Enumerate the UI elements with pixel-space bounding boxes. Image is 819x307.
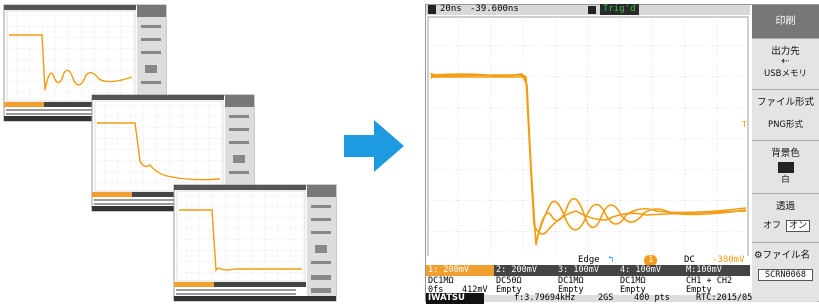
menu-label-text: ファイル名 xyxy=(763,250,811,261)
menu-value: SCRN0068 xyxy=(758,269,813,281)
timebase: 20ns xyxy=(440,4,462,15)
menu-value: USBメモリ xyxy=(752,67,819,79)
menu-item[interactable]: 背景色 白 xyxy=(752,140,819,193)
menu-label: ⚙ファイル名 xyxy=(752,247,819,261)
screenshot: 20ns -39.600ns Trig'd T T Edge ↰ 1 DC -3… xyxy=(0,0,819,307)
menu-label: 背景色 xyxy=(752,145,819,159)
run-icon xyxy=(588,6,596,14)
menu-label: 透過 xyxy=(752,198,819,212)
channel-scale[interactable]: 2: 200mV xyxy=(494,265,556,276)
trigger-status: Trig'd xyxy=(600,4,639,15)
menu-item[interactable]: 透過 オフ オン xyxy=(752,193,819,242)
background-icon xyxy=(778,162,794,173)
brand: IWATSU xyxy=(426,293,484,304)
sample-rate: 2GS xyxy=(596,293,613,304)
menu-title[interactable]: 印刷 xyxy=(752,5,819,38)
channel-scale[interactable]: 1: 200mV xyxy=(426,265,494,276)
channel-scale[interactable]: 3: 100mV xyxy=(556,265,618,276)
menu-item[interactable]: 出力先 ⇠ USBメモリ xyxy=(752,38,819,89)
menu-label: ファイル形式 xyxy=(752,94,819,108)
menu-label: 出力先 xyxy=(752,43,819,57)
menu-value: PNG形式 xyxy=(752,118,819,130)
menu-item[interactable]: ⚙ファイル名 SCRN0068 xyxy=(752,242,819,301)
arrow xyxy=(344,120,404,172)
points: 400 pts xyxy=(632,293,670,304)
option-off[interactable]: オフ xyxy=(761,221,783,231)
frequency: f:3.79694kHz xyxy=(512,293,575,304)
thumbnails xyxy=(0,0,420,307)
usb-icon: ⇠ xyxy=(752,57,819,66)
gear-icon: ⚙ xyxy=(754,250,763,261)
option-on[interactable]: オン xyxy=(786,220,810,232)
channel-scale[interactable]: 4: 100mV xyxy=(618,265,684,276)
waveform-plot: T T xyxy=(426,15,750,263)
menu-item[interactable]: ファイル形式 PNG形式 xyxy=(752,89,819,140)
timebase-icon xyxy=(428,5,436,14)
menu-value: 白 xyxy=(752,173,819,185)
delay: -39.600ns xyxy=(470,4,519,15)
channel-scale[interactable]: M:100mV xyxy=(684,265,750,276)
svg-text:T: T xyxy=(742,120,747,129)
